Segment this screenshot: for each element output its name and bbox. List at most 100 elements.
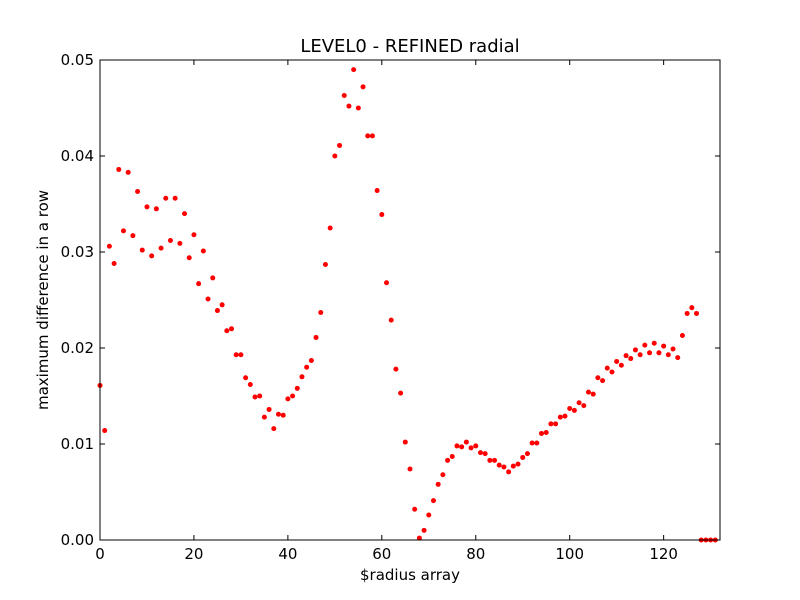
data-point [196,281,202,287]
data-point [435,481,441,487]
data-point [529,440,535,446]
data-point [651,340,657,346]
plot-frame [99,59,721,541]
data-point [139,247,145,253]
data-point [670,346,676,352]
data-point [679,333,685,339]
data-point [388,317,394,323]
data-point [167,237,173,243]
data-point [243,375,249,381]
data-point [449,453,455,459]
data-point [135,189,141,195]
data-point [440,472,446,478]
data-point [459,444,465,450]
data-point [355,105,361,111]
chart-title: LEVEL0 - REFINED radial [300,36,519,57]
data-point [111,261,117,267]
data-point [623,353,629,359]
data-point [567,405,573,411]
data-point [219,302,225,308]
data-point [233,352,239,358]
data-point [106,243,112,249]
data-point [477,450,483,456]
data-point [576,400,582,406]
data-point [492,457,498,463]
data-point [327,225,333,231]
data-point [365,133,371,139]
data-point [158,245,164,251]
data-point [398,390,404,396]
data-point [393,366,399,372]
data-point [445,457,451,463]
data-point [102,428,108,434]
data-point [501,464,507,470]
data-point [369,133,375,139]
data-point [506,469,512,475]
data-point [332,153,338,159]
data-point [618,362,624,368]
data-point [520,454,526,460]
data-point [318,309,324,315]
data-point [261,414,267,420]
data-point [571,407,577,413]
data-point [585,389,591,395]
data-point [280,412,286,418]
data-point [191,232,197,238]
data-point [510,463,516,469]
data-point [548,421,554,427]
data-point [337,142,343,148]
data-point [581,403,587,409]
x-tick-label: 40 [278,545,297,563]
data-point [656,350,662,356]
data-point [694,310,700,316]
data-point [661,343,667,349]
data-point [487,457,493,463]
data-point [595,375,601,381]
data-point [430,498,436,504]
x-axis-label: $radius array [360,566,460,584]
data-point [224,328,230,334]
x-tick-label: 60 [372,545,391,563]
data-point [675,355,681,361]
data-points [97,67,718,543]
data-point [534,440,540,446]
data-point [304,364,310,370]
data-point [496,462,502,468]
data-point [322,261,328,267]
data-point [247,381,253,387]
data-point [163,195,169,201]
data-point [149,253,155,259]
data-point [402,439,408,445]
data-point [144,204,150,210]
y-tick-label: 0.05 [61,51,94,69]
data-point [421,527,427,533]
data-point [689,305,695,311]
data-point [275,411,281,417]
x-tick-label: 120 [649,545,678,563]
data-point [665,352,671,358]
data-point [379,212,385,218]
y-tick-label: 0.04 [61,147,94,165]
data-point [205,296,211,302]
data-point [632,347,638,353]
data-point [252,394,258,400]
data-point [290,393,296,399]
data-point [341,93,347,99]
data-point [308,357,314,363]
data-point [360,84,366,90]
data-point [628,356,634,362]
data-point [172,195,178,201]
data-point [210,275,216,281]
data-point [186,255,192,261]
data-point [294,385,300,391]
data-point [454,443,460,449]
data-point [468,445,474,451]
data-point [229,326,235,332]
data-point [524,451,530,457]
data-point [684,310,690,316]
data-point [299,374,305,380]
data-point [600,378,606,384]
data-point [416,535,422,541]
data-point [116,166,122,172]
